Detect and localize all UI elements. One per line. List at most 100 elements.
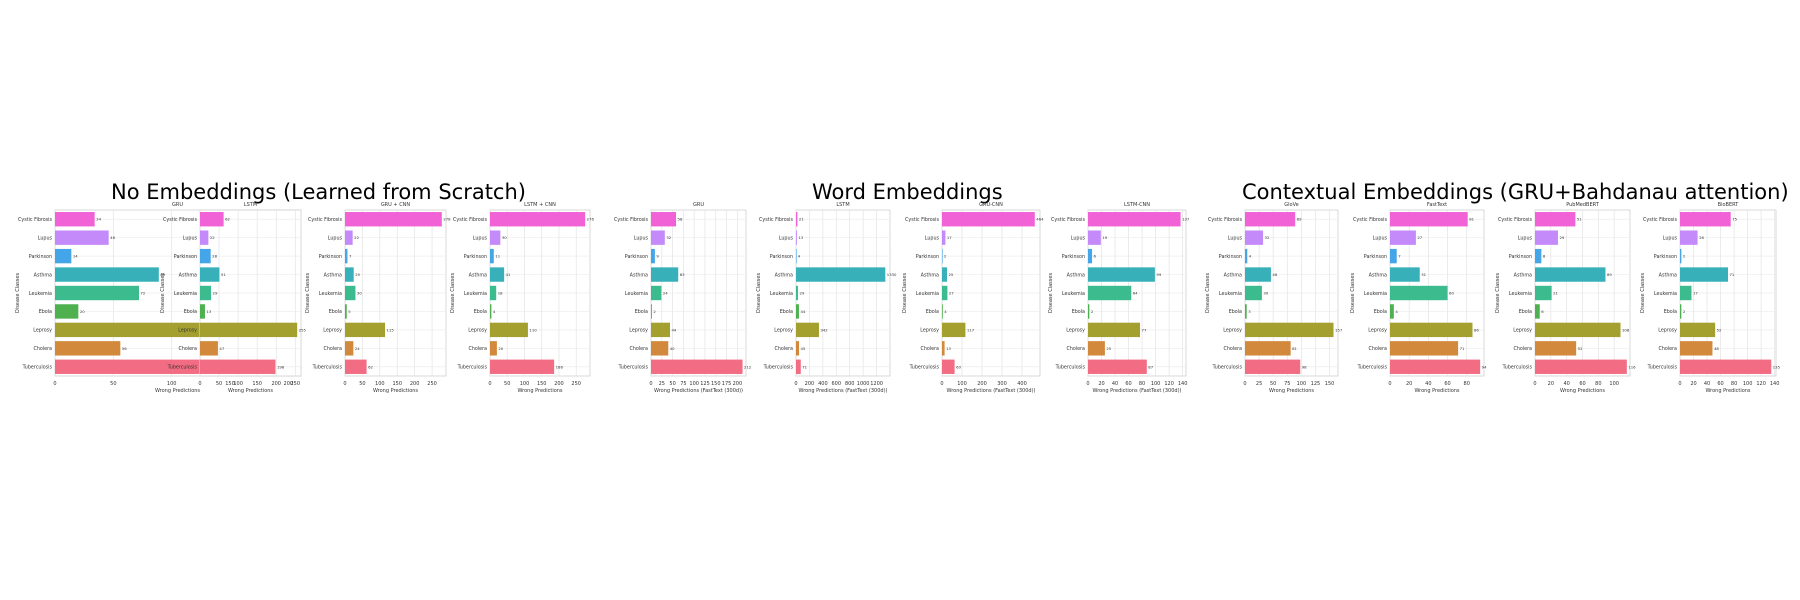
y-tick-label: Ebola (329, 309, 342, 315)
bar-value-label: 27 (949, 291, 954, 296)
bar-cystic-fibrosis (942, 212, 1035, 227)
bar-value-label: 20 (80, 309, 85, 314)
y-tick-label: Tuberculosis (457, 365, 488, 371)
bar-parkinson (55, 248, 72, 264)
y-tick-label: Ebola (780, 309, 793, 315)
y-tick-label: Lupus (1373, 235, 1388, 241)
y-tick-label: Lupus (38, 235, 53, 241)
bar-cystic-fibrosis (1390, 212, 1468, 227)
bar-value-label: 9 (656, 254, 659, 259)
x-tick-label: 100 (233, 381, 243, 387)
bar-cystic-fibrosis (1680, 212, 1731, 227)
bar-value-label: 18 (498, 291, 503, 296)
y-tick-label: Tuberculosis (1212, 365, 1243, 371)
bar-leukemia (1535, 285, 1552, 301)
bar-leprosy (345, 322, 386, 338)
y-tick-label: Parkinson (916, 254, 939, 260)
bar-value-label: 28 (212, 254, 217, 259)
bar-cholera (1390, 341, 1459, 356)
y-tick-label: Asthma (1659, 272, 1677, 278)
bar-leukemia (55, 285, 139, 301)
y-tick-label: Parkinson (174, 254, 197, 260)
bar-asthma (55, 267, 159, 282)
y-axis-label: Disease Classes (450, 273, 456, 313)
y-tick-label: Cystic Fibrosis (18, 217, 52, 223)
bar-leprosy (1390, 322, 1473, 338)
chart-title: LSTM + CNN (524, 202, 556, 208)
bar-value-label: 26 (1699, 235, 1704, 240)
x-tick-label: 20 (1690, 381, 1696, 387)
bar-value-label: 29 (213, 291, 218, 296)
x-tick-label: 200 (554, 381, 564, 387)
bar-parkinson (651, 248, 655, 264)
x-tick-label: 400 (818, 381, 828, 387)
bar-asthma (1088, 267, 1155, 282)
x-tick-label: 140 (1770, 381, 1780, 387)
bar-value-label: 71 (802, 364, 807, 369)
bar-value-label: 255 (299, 327, 307, 332)
bar-value-label: 4 (1395, 309, 1398, 314)
x-axis-label: Wrong Predictions (155, 388, 200, 394)
x-tick-label: 150 (711, 381, 721, 387)
y-tick-label: Lupus (328, 235, 343, 241)
bar-value-label: 25 (949, 272, 954, 277)
bar-ebola (200, 304, 205, 319)
bar-cholera (490, 341, 497, 356)
x-axis-label: Wrong Predictions (1269, 388, 1314, 394)
bar-value-label: 60 (1449, 291, 1454, 296)
y-tick-label: Ebola (1229, 309, 1242, 315)
bar-leukemia (490, 285, 497, 301)
x-tick-label: 100 (1743, 381, 1753, 387)
x-tick-label: 0 (940, 381, 943, 387)
bar-parkinson (1088, 248, 1093, 264)
x-axis-label: Wrong Predictions (FastText (300d)) (947, 388, 1036, 394)
x-tick-label: 0 (343, 381, 346, 387)
bar-tuberculosis (345, 359, 367, 374)
bar-leprosy (796, 322, 819, 338)
bar-leprosy (1680, 322, 1716, 338)
bar-asthma (651, 267, 679, 282)
y-tick-label: Ebola (1072, 309, 1085, 315)
x-axis-label: Wrong Predictions (1705, 388, 1750, 394)
bar-leukemia (1680, 285, 1692, 301)
chart-title: LSTM (836, 202, 849, 208)
chart-title: GRU (693, 202, 704, 208)
bar-value-label: 52 (1717, 327, 1722, 332)
y-tick-label: Cholera (1658, 346, 1677, 352)
x-tick-label: 100 (957, 381, 967, 387)
bar-lupus (942, 230, 946, 245)
x-axis-label: Wrong Predictions (FastText (300d)) (1093, 388, 1182, 394)
bar-value-label: 2 (653, 309, 656, 314)
y-tick-label: Leukemia (29, 291, 52, 297)
bar-leukemia (1088, 285, 1132, 301)
bar-cholera (796, 341, 800, 356)
y-tick-label: Asthma (324, 272, 342, 278)
bar-value-label: 14 (73, 254, 78, 259)
bar-lupus (1245, 230, 1264, 245)
bar-value-label: 81 (1292, 346, 1297, 351)
x-tick-label: 50 (1270, 381, 1276, 387)
bar-tuberculosis (651, 359, 743, 374)
bar-value-label: 13 (946, 346, 951, 351)
x-tick-label: 50 (110, 381, 116, 387)
bar-parkinson (345, 248, 348, 264)
y-tick-label: Leukemia (1062, 291, 1085, 297)
x-tick-label: 125 (700, 381, 710, 387)
bar-value-label: 24 (663, 291, 668, 296)
bar-value-label: 45 (801, 346, 806, 351)
x-tick-label: 100 (375, 381, 385, 387)
x-tick-label: 150 (1325, 381, 1335, 387)
bar-lupus (200, 230, 209, 245)
bar-cholera (345, 341, 354, 356)
bar-leukemia (651, 285, 662, 301)
bar-cholera (55, 341, 121, 356)
bar-value-label: 30 (502, 235, 507, 240)
bar-lupus (490, 230, 501, 245)
y-tick-label: Tuberculosis (1055, 365, 1086, 371)
x-tick-label: 200 (733, 381, 743, 387)
x-tick-label: 40 (1563, 381, 1569, 387)
bar-tuberculosis (1680, 359, 1772, 374)
chart-panel-4: 0 50 100 150 200 250 Cystic Fibrosis 276 Lupus 30… (450, 202, 595, 394)
chart-panel-5: 0 25 50 75 100 125 150 175 200 Cystic Fibrosis 58 L… (614, 202, 752, 394)
bar-value-label: 46 (1272, 272, 1277, 277)
